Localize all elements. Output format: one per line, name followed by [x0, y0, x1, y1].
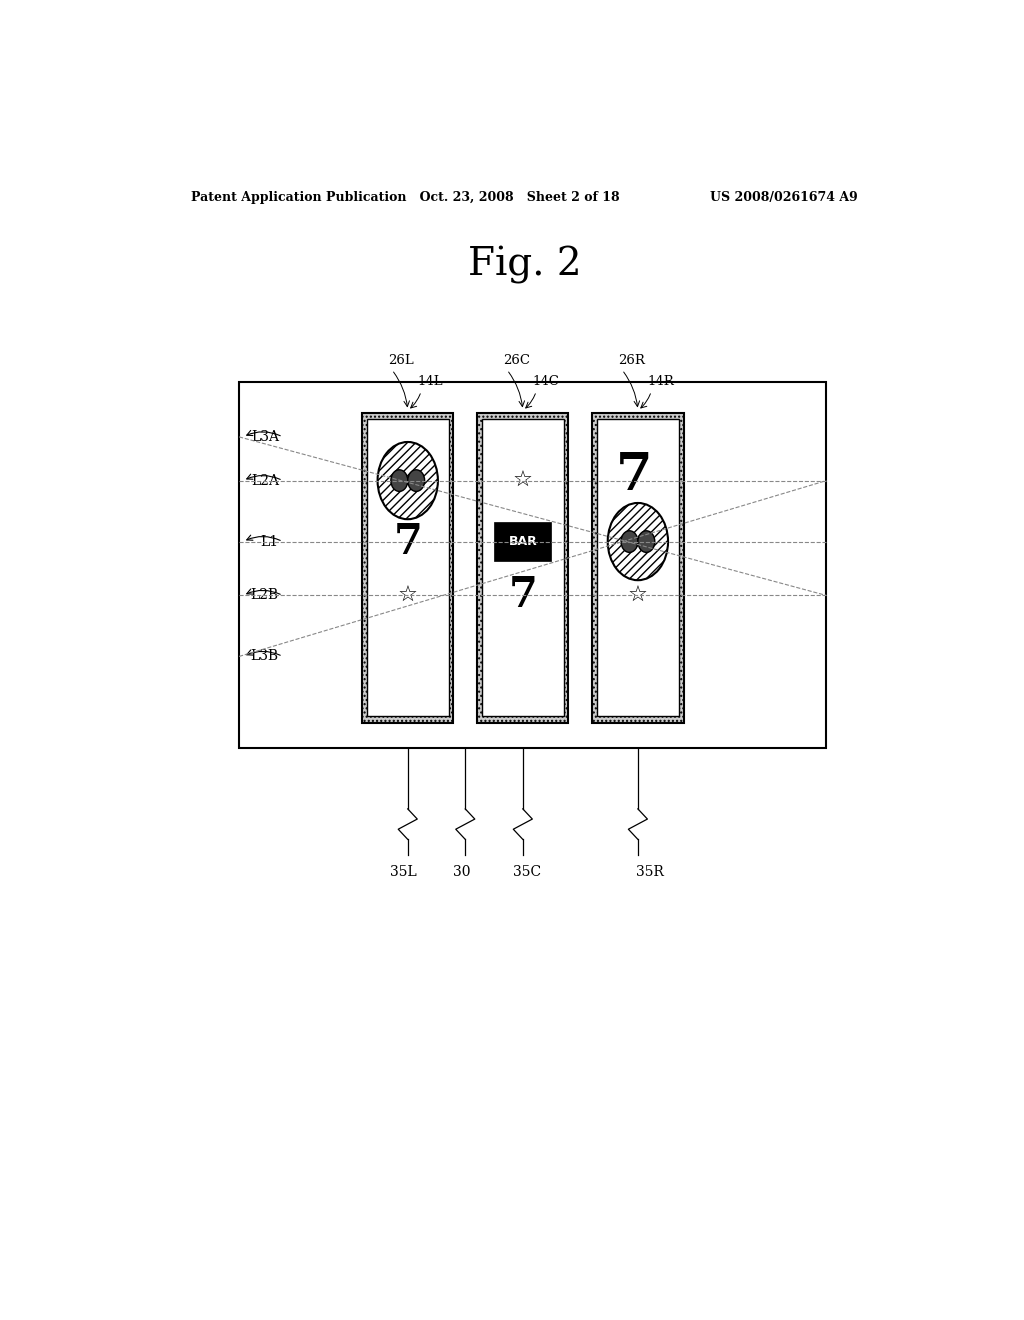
- Text: 14R: 14R: [647, 375, 674, 388]
- Text: 7: 7: [615, 450, 652, 502]
- Circle shape: [638, 531, 654, 552]
- Text: 26L: 26L: [388, 354, 414, 367]
- Bar: [482, 418, 563, 717]
- Text: 14L: 14L: [417, 375, 443, 388]
- Text: ☆: ☆: [628, 586, 648, 606]
- Text: ☆: ☆: [513, 471, 532, 491]
- Circle shape: [391, 470, 408, 491]
- Bar: [477, 413, 568, 722]
- Text: L2B: L2B: [251, 589, 279, 602]
- Text: BAR: BAR: [509, 535, 538, 548]
- Text: 35L: 35L: [390, 865, 417, 879]
- Bar: [592, 413, 684, 722]
- Circle shape: [378, 442, 438, 519]
- Bar: [495, 523, 551, 561]
- Text: L3B: L3B: [251, 649, 279, 664]
- Text: 26R: 26R: [618, 354, 645, 367]
- Circle shape: [408, 470, 425, 491]
- Text: 35C: 35C: [513, 865, 541, 879]
- Circle shape: [621, 531, 638, 552]
- Text: L3A: L3A: [251, 430, 279, 444]
- Bar: [362, 413, 454, 722]
- Text: Fig. 2: Fig. 2: [468, 246, 582, 284]
- Bar: [240, 381, 826, 748]
- Text: 7: 7: [508, 574, 538, 616]
- Bar: [367, 418, 449, 717]
- Text: 7: 7: [393, 520, 422, 562]
- Text: 35R: 35R: [636, 865, 664, 879]
- Circle shape: [607, 503, 668, 581]
- Text: 30: 30: [453, 865, 470, 879]
- Text: Patent Application Publication   Oct. 23, 2008   Sheet 2 of 18: Patent Application Publication Oct. 23, …: [191, 190, 621, 203]
- Text: 26C: 26C: [503, 354, 530, 367]
- Text: L2A: L2A: [251, 474, 279, 487]
- Bar: [597, 418, 679, 717]
- Text: ☆: ☆: [397, 586, 418, 606]
- Text: 14C: 14C: [532, 375, 559, 388]
- Text: US 2008/0261674 A9: US 2008/0261674 A9: [711, 190, 858, 203]
- Text: L1: L1: [261, 535, 279, 549]
